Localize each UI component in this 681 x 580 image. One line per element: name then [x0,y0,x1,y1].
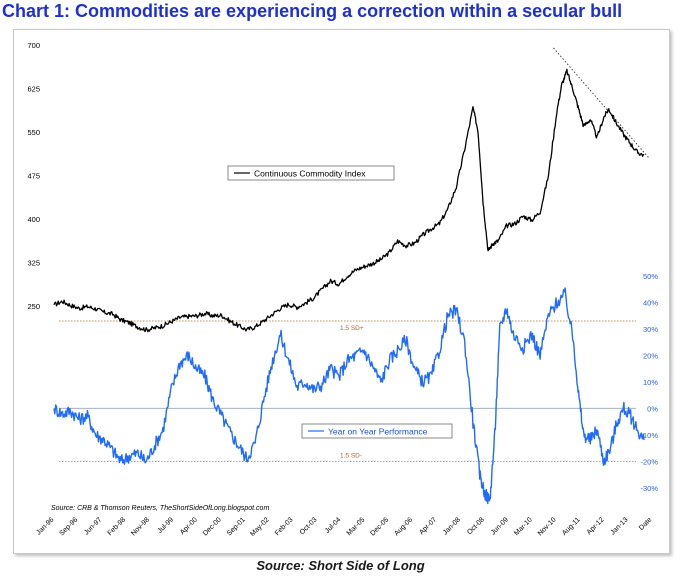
left-axis: 250 325 400 475 550 625 700 [27,41,40,311]
chart: 250 325 400 475 550 625 700 50% 40% 30% 20% 10% 0% -… [27,41,658,538]
x-tick-label: Apr-00 [179,516,199,536]
x-tick-label: Oct-08 [466,516,486,536]
sd-band-label: 1.5 SD- [340,452,362,459]
left-tick-label: 625 [27,85,40,94]
right-tick-label: 0% [647,404,658,413]
x-tick-label: Date [638,516,653,531]
x-tick-label: Aug-06 [393,516,414,537]
x-tick-label: Jun-97 [83,516,103,536]
x-tick-label: Nov-98 [130,516,151,537]
x-tick-label: Feb-98 [107,516,128,537]
yoy-performance-line [53,287,645,505]
legend-yoy-label: Year on Year Performance [328,427,428,437]
right-tick-label: -10% [640,431,658,440]
right-axis: 50% 40% 30% 20% 10% 0% -10% -20% -30% [640,272,658,493]
right-tick-label: -30% [640,484,658,493]
x-tick-label: Jun-09 [490,516,510,536]
x-tick-label: May-02 [249,516,271,538]
legend-commodity-index: Continuous Commodity Index [227,165,395,181]
right-tick-label: -20% [640,457,658,466]
right-tick-label: 30% [643,325,658,334]
left-tick-label: 250 [27,302,40,311]
x-tick-label: Dec-00 [202,516,223,537]
left-tick-label: 700 [27,41,40,50]
right-tick-label: 10% [643,378,658,387]
left-tick-label: 475 [27,172,40,181]
downtrend-line [553,47,650,159]
series-group [53,47,650,505]
x-tick-label: Jan-08 [442,516,462,536]
x-tick-label: Jan-96 [35,516,55,536]
commodity-index-line [53,68,645,333]
x-tick-label: Oct-03 [299,516,319,536]
legend-commodity-label: Continuous Commodity Index [254,169,366,179]
left-tick-label: 550 [27,128,40,137]
legend-yoy: Year on Year Performance [301,423,453,439]
source-note: Source: CRB & Thomson Reuters, TheShortS… [51,505,269,512]
x-tick-label: Feb-03 [274,516,295,537]
x-tick-label: Apr-07 [418,516,438,536]
left-tick-label: 325 [27,259,40,268]
right-tick-label: 40% [643,298,658,307]
x-tick-label: Nov-10 [537,516,558,537]
x-tick-label: Aug-11 [561,516,582,537]
page-title: Chart 1: Commodities are experiencing a … [2,1,623,21]
x-tick-label: Mar-05 [346,516,367,537]
x-tick-label: Jul-04 [324,516,343,535]
x-tick-label: Jan-13 [609,516,629,536]
legends: Continuous Commodity Index Year on Year … [227,165,453,439]
x-axis: Jan-96 Sep-96 Jun-97 Feb-98 Nov-98 Jul-99 Apr-… [35,516,653,538]
x-tick-label: Sep-01 [226,516,247,537]
x-tick-label: Jul-99 [157,516,176,535]
right-tick-label: 20% [643,351,658,360]
right-tick-label: 50% [643,272,658,281]
x-tick-label: Dec-05 [369,516,390,537]
source-footer: Source: Short Side of Long [256,558,425,573]
x-tick-label: Sep-96 [58,516,79,537]
x-tick-label: Mar-10 [513,516,534,537]
x-tick-label: Apr-12 [586,516,606,536]
chart-frame: 250 325 400 475 550 625 700 50% 40% 30% 20% 10% 0% -… [13,29,670,554]
sd-band-label: 1.5 SD+ [340,325,364,332]
reference-lines: 1.5 SD+ 1.5 SD- [59,320,636,462]
left-tick-label: 400 [27,215,40,224]
